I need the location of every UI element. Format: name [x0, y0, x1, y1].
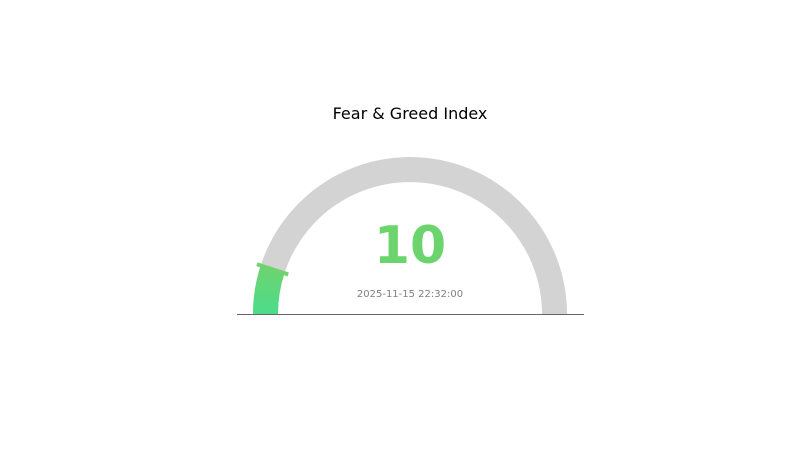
gauge-timestamp: 2025-11-15 22:32:00 [357, 289, 463, 300]
chart-title: Fear & Greed Index [333, 104, 488, 123]
gauge-value-arc [253, 265, 285, 314]
gauge-track [253, 157, 567, 314]
gauge-value-marker [256, 262, 289, 277]
gauge-value-label: 10 [374, 216, 446, 276]
